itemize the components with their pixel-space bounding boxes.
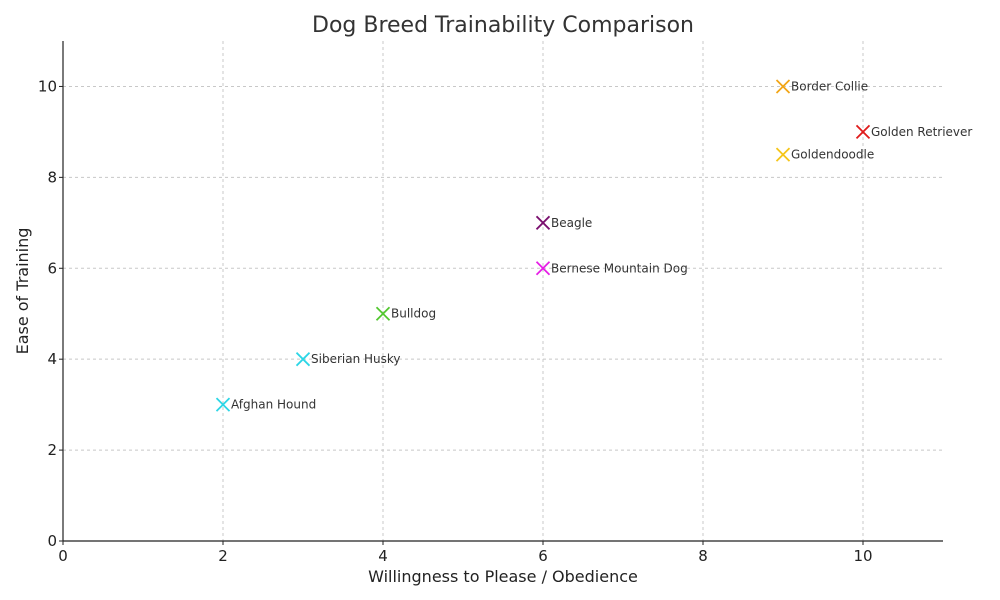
data-point-afghan-hound: Afghan Hound — [215, 397, 316, 412]
x-tick-label: 4 — [378, 547, 388, 565]
y-axis-label: Ease of Training — [13, 228, 32, 355]
x-marker-stroke — [775, 147, 791, 162]
x-tick-label: 2 — [218, 547, 228, 565]
point-label: Beagle — [551, 216, 592, 230]
data-point-bulldog: Bulldog — [375, 306, 436, 321]
x-tick-label: 8 — [698, 547, 708, 565]
point-label: Golden Retriever — [871, 125, 972, 139]
x-marker-stroke — [295, 352, 311, 367]
chart-title: Dog Breed Trainability Comparison — [312, 13, 694, 38]
x-marker-stroke — [535, 215, 551, 230]
x-tick-label: 0 — [58, 547, 68, 565]
data-point-bernese-mountain-dog: Bernese Mountain Dog — [535, 261, 688, 276]
data-point-siberian-husky: Siberian Husky — [295, 352, 401, 367]
y-tick-label: 4 — [47, 350, 57, 368]
tick-layer: 0 2 4 6 8 10 0 2 4 6 8 10 — [38, 77, 873, 565]
point-label: Bernese Mountain Dog — [551, 261, 688, 275]
point-label: Bulldog — [391, 307, 436, 321]
point-label: Goldendoodle — [791, 148, 874, 162]
x-marker-stroke — [375, 306, 391, 321]
x-marker-stroke — [775, 79, 791, 94]
x-tick-label: 6 — [538, 547, 548, 565]
x-marker-stroke — [535, 261, 551, 276]
y-tick-label: 10 — [38, 77, 57, 95]
y-tick-label: 0 — [47, 532, 57, 550]
data-point-border-collie: Border Collie — [775, 79, 868, 94]
y-tick-label: 8 — [47, 168, 57, 186]
data-point-goldendoodle: Goldendoodle — [775, 147, 874, 162]
axis-layer — [62, 41, 943, 542]
point-label: Afghan Hound — [231, 398, 316, 412]
data-point-golden-retriever: Golden Retriever — [855, 124, 972, 140]
point-label: Border Collie — [791, 79, 868, 93]
x-marker-stroke — [215, 397, 231, 412]
x-marker-stroke — [855, 124, 871, 140]
data-point-beagle: Beagle — [535, 215, 592, 230]
y-tick-label: 2 — [47, 441, 57, 459]
data-points-layer: Border Collie Golden Retriever Goldendoodl… — [215, 79, 972, 412]
y-tick-label: 6 — [47, 259, 57, 277]
x-tick-label: 10 — [853, 547, 872, 565]
grid-layer — [63, 41, 943, 541]
x-axis-label: Willingness to Please / Obedience — [368, 567, 638, 586]
point-label: Siberian Husky — [311, 352, 401, 366]
